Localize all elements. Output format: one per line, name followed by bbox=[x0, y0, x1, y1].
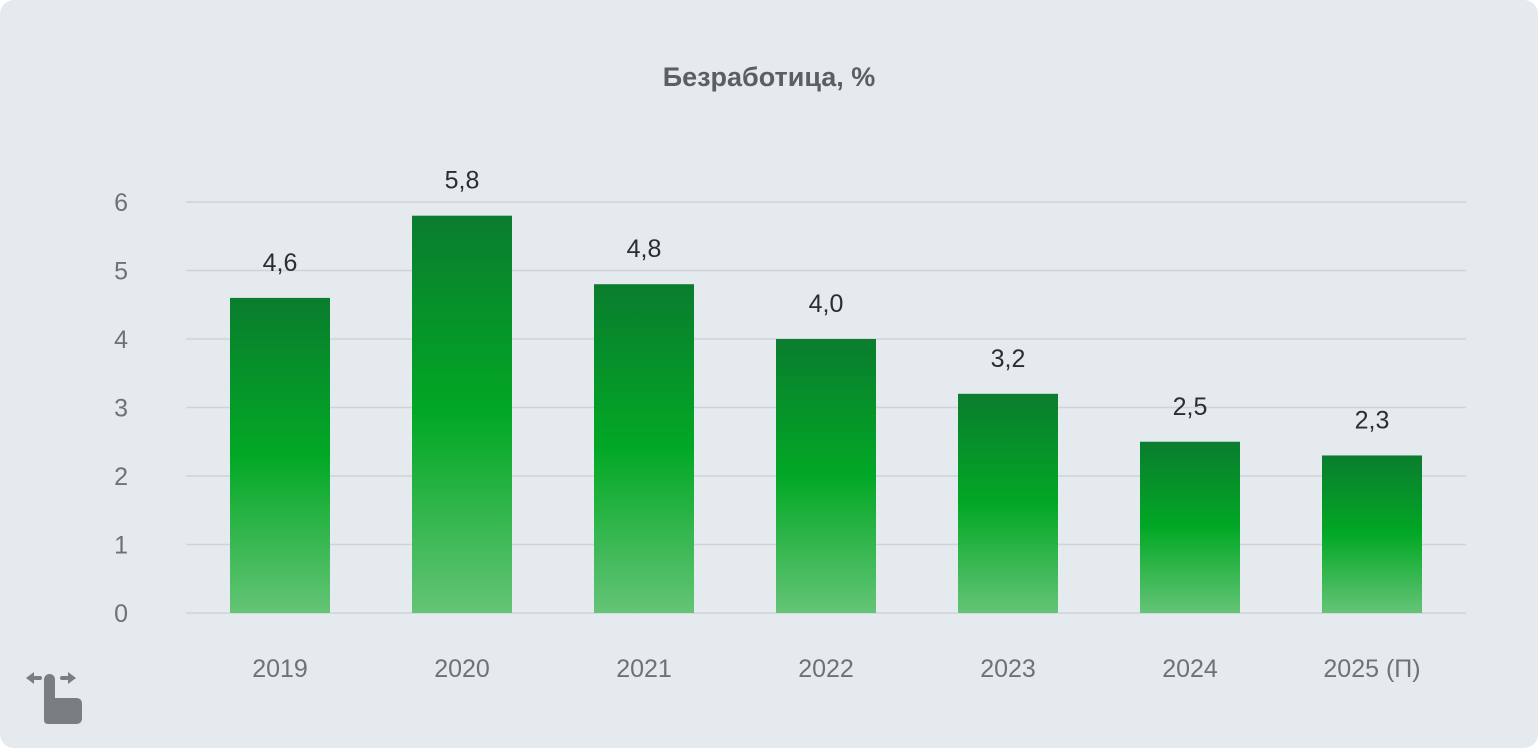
bar-2023 bbox=[958, 393, 1058, 613]
y-tick-label: 5 bbox=[114, 258, 128, 286]
x-tick-label: 2021 bbox=[616, 655, 672, 683]
value-label: 5,8 bbox=[445, 167, 480, 195]
x-tick-label: 2020 bbox=[434, 655, 490, 683]
value-label: 4,0 bbox=[809, 290, 844, 318]
x-tick-label: 2019 bbox=[252, 655, 308, 683]
value-label: 2,3 bbox=[1355, 406, 1390, 434]
x-axis-ticks: 2019 2020 2021 2022 2023 2024 2025 (П) bbox=[252, 655, 1420, 683]
x-tick-label: 2022 bbox=[798, 655, 854, 683]
y-tick-label: 1 bbox=[114, 532, 128, 560]
swipe-hand-icon bbox=[24, 664, 84, 726]
value-label: 4,8 bbox=[627, 235, 662, 263]
bar-2022 bbox=[776, 339, 876, 613]
value-label: 2,5 bbox=[1173, 393, 1208, 421]
bars bbox=[230, 215, 1422, 613]
bar-2020 bbox=[412, 215, 512, 613]
y-tick-label: 3 bbox=[114, 395, 128, 423]
y-tick-label: 6 bbox=[114, 189, 128, 217]
value-label: 4,6 bbox=[263, 249, 298, 277]
x-tick-label: 2024 bbox=[1162, 655, 1218, 683]
value-labels: 4,6 5,8 4,8 4,0 3,2 2,5 2,3 bbox=[263, 167, 1390, 435]
bar-2024 bbox=[1140, 441, 1240, 613]
bar-2025-(П) bbox=[1322, 455, 1422, 613]
bar-2021 bbox=[594, 284, 694, 613]
y-tick-label: 0 bbox=[114, 600, 128, 628]
x-tick-label: 2025 (П) bbox=[1323, 655, 1420, 683]
x-tick-label: 2023 bbox=[980, 655, 1036, 683]
chart-title: Безработица, % bbox=[662, 62, 876, 92]
y-axis-ticks: 0 1 2 3 4 5 6 bbox=[114, 189, 128, 628]
bar-2019 bbox=[230, 297, 330, 613]
y-tick-label: 4 bbox=[114, 326, 128, 354]
y-tick-label: 2 bbox=[114, 463, 128, 491]
value-label: 3,2 bbox=[991, 345, 1026, 373]
